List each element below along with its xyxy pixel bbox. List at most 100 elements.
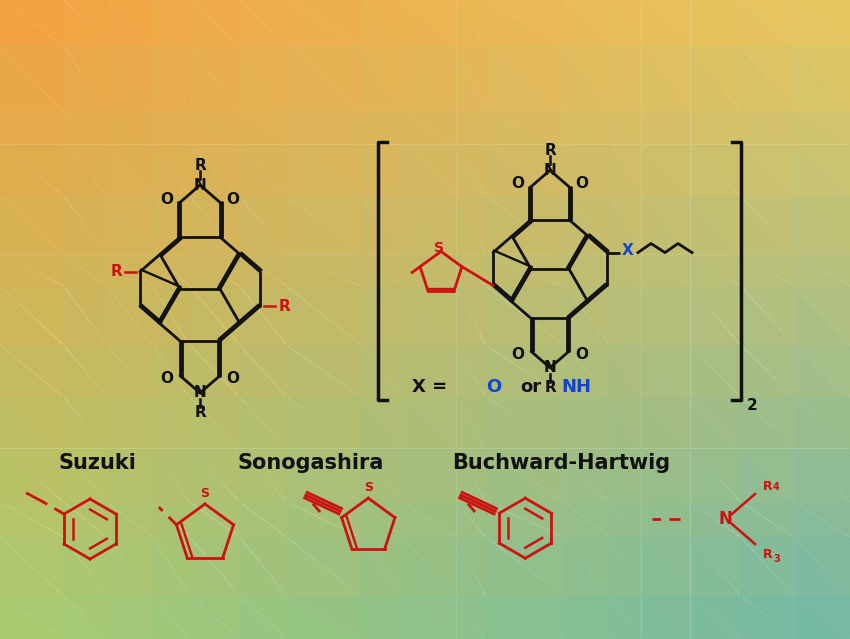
Polygon shape <box>107 144 153 196</box>
Text: O: O <box>226 192 240 207</box>
Polygon shape <box>610 112 642 144</box>
Polygon shape <box>0 196 64 255</box>
Polygon shape <box>0 0 64 46</box>
Polygon shape <box>240 144 286 196</box>
Polygon shape <box>456 286 485 346</box>
Polygon shape <box>190 144 240 196</box>
Polygon shape <box>64 144 107 196</box>
Polygon shape <box>690 397 740 449</box>
Polygon shape <box>153 449 190 502</box>
Polygon shape <box>564 397 610 449</box>
Polygon shape <box>456 502 485 537</box>
Polygon shape <box>361 346 403 397</box>
Polygon shape <box>794 112 850 144</box>
Polygon shape <box>153 46 190 112</box>
Polygon shape <box>456 255 485 286</box>
Polygon shape <box>107 144 153 196</box>
Polygon shape <box>740 596 794 639</box>
Polygon shape <box>0 196 64 255</box>
Polygon shape <box>456 346 485 397</box>
Polygon shape <box>794 346 850 397</box>
Polygon shape <box>403 346 456 397</box>
Polygon shape <box>690 397 740 449</box>
Polygon shape <box>0 255 64 286</box>
Polygon shape <box>794 596 850 639</box>
Polygon shape <box>456 144 485 196</box>
Polygon shape <box>690 596 740 639</box>
Polygon shape <box>403 196 456 255</box>
Polygon shape <box>642 0 690 46</box>
Polygon shape <box>153 502 190 537</box>
Polygon shape <box>0 397 64 449</box>
Polygon shape <box>690 196 740 255</box>
Text: N: N <box>194 385 207 401</box>
Polygon shape <box>485 112 564 144</box>
Polygon shape <box>740 346 794 397</box>
Polygon shape <box>740 397 794 449</box>
Polygon shape <box>403 112 456 144</box>
Polygon shape <box>107 397 153 449</box>
Polygon shape <box>485 397 564 449</box>
Polygon shape <box>456 0 485 46</box>
Polygon shape <box>642 286 690 346</box>
Polygon shape <box>403 502 456 537</box>
Polygon shape <box>286 46 361 112</box>
Polygon shape <box>642 196 690 255</box>
Polygon shape <box>240 286 286 346</box>
Polygon shape <box>153 112 190 144</box>
Polygon shape <box>456 46 485 112</box>
Polygon shape <box>361 255 403 286</box>
Text: N: N <box>718 510 732 528</box>
Polygon shape <box>690 286 740 346</box>
Polygon shape <box>64 112 107 144</box>
Polygon shape <box>740 0 794 46</box>
Polygon shape <box>0 0 64 46</box>
Polygon shape <box>107 286 153 346</box>
Polygon shape <box>794 112 850 144</box>
Polygon shape <box>0 255 64 286</box>
Polygon shape <box>740 46 794 112</box>
Polygon shape <box>286 46 361 112</box>
Polygon shape <box>690 144 740 196</box>
Polygon shape <box>403 537 456 596</box>
Polygon shape <box>286 449 361 502</box>
Polygon shape <box>286 0 361 46</box>
Polygon shape <box>403 255 456 286</box>
Text: R: R <box>544 380 556 396</box>
Text: S: S <box>434 242 444 256</box>
Polygon shape <box>361 346 403 397</box>
Polygon shape <box>107 346 153 397</box>
Polygon shape <box>240 397 286 449</box>
Polygon shape <box>485 255 564 286</box>
Polygon shape <box>642 0 690 46</box>
Polygon shape <box>485 397 564 449</box>
Polygon shape <box>64 502 107 537</box>
Polygon shape <box>153 596 190 639</box>
Polygon shape <box>564 286 610 346</box>
Polygon shape <box>564 144 610 196</box>
Polygon shape <box>690 449 740 502</box>
Polygon shape <box>107 346 153 397</box>
Polygon shape <box>456 502 485 537</box>
Polygon shape <box>740 0 794 46</box>
Polygon shape <box>564 346 610 397</box>
Text: or: or <box>520 378 541 396</box>
Polygon shape <box>456 112 485 144</box>
Polygon shape <box>642 537 690 596</box>
Polygon shape <box>456 196 485 255</box>
Polygon shape <box>0 46 64 112</box>
Polygon shape <box>0 449 64 502</box>
Polygon shape <box>740 346 794 397</box>
Polygon shape <box>190 346 240 397</box>
Polygon shape <box>690 286 740 346</box>
Polygon shape <box>64 144 107 196</box>
Polygon shape <box>361 397 403 449</box>
Polygon shape <box>456 112 485 144</box>
Polygon shape <box>403 286 456 346</box>
Polygon shape <box>564 46 610 112</box>
Text: R: R <box>763 481 773 493</box>
Polygon shape <box>64 286 107 346</box>
Polygon shape <box>740 286 794 346</box>
Polygon shape <box>286 502 361 537</box>
Polygon shape <box>403 397 456 449</box>
